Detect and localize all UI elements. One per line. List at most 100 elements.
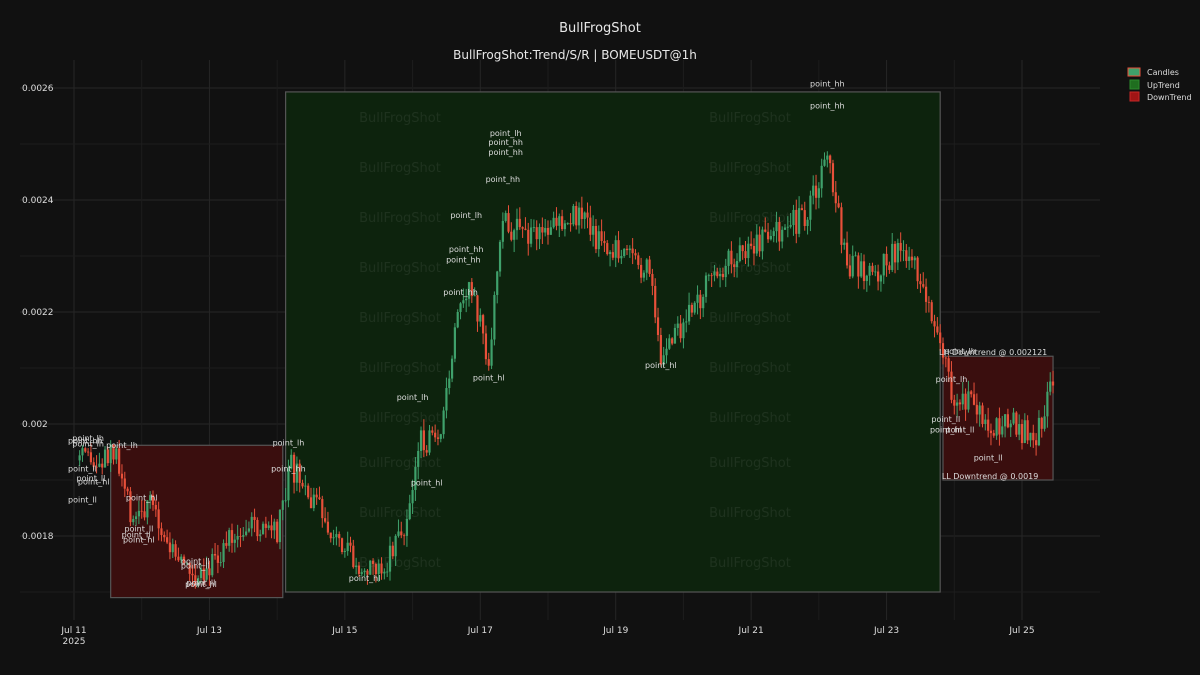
candle-body	[803, 210, 806, 227]
candle-up	[665, 338, 668, 364]
candle-body	[151, 495, 155, 505]
candle-down	[871, 262, 874, 276]
candle-body	[118, 448, 121, 474]
point-label: point_ll	[68, 495, 97, 504]
point-label: point_hh	[486, 175, 521, 184]
candle-body	[631, 248, 634, 254]
candle-body	[687, 304, 691, 322]
candle-down	[309, 487, 313, 509]
point-label: point_ll	[974, 453, 1003, 462]
candle-body	[1003, 414, 1007, 427]
candle-body	[459, 303, 462, 312]
candle-body	[89, 452, 93, 463]
candle-down	[580, 196, 583, 229]
candle-body	[253, 516, 256, 520]
candle-body	[817, 188, 820, 198]
candle-up	[896, 238, 899, 271]
x-tick-label: Jul 15	[331, 626, 357, 636]
point-label: point_ll	[124, 525, 153, 534]
candle-body	[727, 250, 730, 266]
candle-body	[191, 573, 194, 576]
candle-down	[910, 249, 914, 268]
candle-down	[857, 252, 860, 289]
legend[interactable]: Candles UpTrend DownTrend	[1127, 67, 1192, 102]
candle-body	[834, 192, 837, 204]
candle-down	[352, 539, 355, 569]
x-tick-label: Jul 25	[1008, 626, 1034, 636]
candle-down	[947, 355, 950, 383]
candle-body	[589, 217, 592, 235]
candle-body	[628, 248, 631, 251]
candle-body	[343, 551, 346, 553]
watermark: BullFrogShot	[359, 161, 441, 176]
candle-body	[112, 444, 115, 460]
candle-up	[854, 251, 857, 257]
candle-up	[592, 215, 595, 247]
candle-body	[171, 544, 174, 553]
candle-up	[967, 380, 970, 413]
candle-body	[738, 245, 741, 262]
candle-body	[126, 488, 129, 492]
candle-down	[640, 257, 643, 284]
candle-body	[617, 240, 620, 259]
candle-body	[857, 255, 860, 277]
legend-item-uptrend[interactable]: UpTrend	[1129, 79, 1180, 90]
candle-down	[845, 231, 849, 269]
point-label: point_hl	[645, 361, 677, 370]
candle-body	[374, 563, 377, 575]
candle-down	[953, 394, 956, 415]
candle-body	[800, 208, 804, 211]
candle-up	[493, 291, 496, 346]
candle-down	[338, 531, 341, 547]
candle-body	[761, 229, 764, 252]
legend-item-candles[interactable]: Candles	[1127, 67, 1179, 77]
candle-up	[448, 370, 451, 395]
candle-down	[216, 545, 219, 574]
candle-up	[563, 220, 567, 237]
candle-up	[608, 250, 612, 267]
candle-body	[236, 535, 239, 540]
candle-body	[498, 241, 502, 272]
candle-down	[594, 219, 598, 254]
candle-up	[719, 267, 722, 288]
candle-body	[586, 212, 589, 218]
point-label: point_hl	[123, 536, 155, 545]
candle-body	[182, 556, 186, 563]
candle-up	[273, 518, 276, 539]
candle-down	[434, 424, 437, 442]
candle-body	[312, 494, 315, 509]
candle-down	[617, 231, 620, 263]
point-label: point_hh	[488, 148, 523, 157]
candle-down	[930, 299, 933, 324]
point-label: point_hh	[810, 79, 845, 88]
candle-body	[357, 565, 361, 574]
candle-up	[628, 245, 631, 258]
candle-body	[219, 562, 222, 563]
candle-down	[862, 254, 866, 290]
candle-body	[1037, 417, 1041, 446]
candle-up	[78, 450, 81, 467]
candle-down	[541, 217, 544, 245]
candle-body	[733, 264, 736, 268]
candle-up	[693, 301, 696, 315]
candle-body	[845, 242, 849, 266]
candle-body	[888, 265, 891, 270]
candle-down	[163, 531, 166, 542]
candle-down	[637, 252, 640, 270]
candle-body	[606, 243, 609, 255]
candle-up	[267, 521, 270, 531]
candle-down	[126, 486, 129, 495]
candle-body	[956, 402, 959, 406]
legend-item-downtrend[interactable]: DownTrend	[1129, 91, 1192, 102]
candle-body	[603, 240, 606, 244]
candle-down	[403, 533, 406, 546]
candle-down	[899, 232, 902, 262]
candle-body	[871, 265, 874, 272]
candle-body	[781, 229, 784, 242]
candle-body	[930, 302, 933, 322]
candle-down	[888, 261, 891, 274]
candle-up	[504, 210, 507, 223]
candle-up	[98, 452, 101, 468]
candle-body	[515, 218, 519, 231]
candle-down	[795, 199, 798, 244]
